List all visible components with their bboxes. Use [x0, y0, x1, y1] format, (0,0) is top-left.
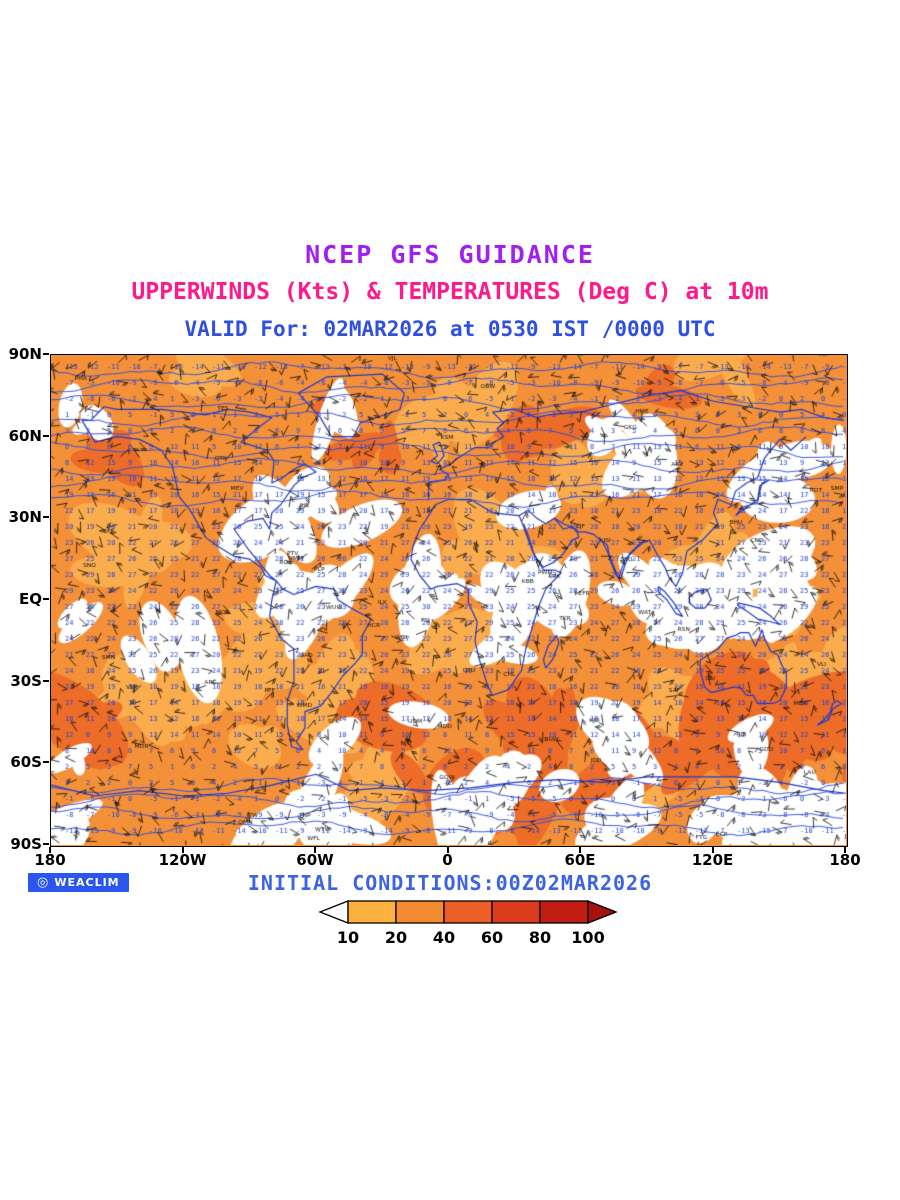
- x-axis-label-120E-5: 120E: [691, 851, 734, 869]
- y-axis-tick: [43, 353, 49, 355]
- colorbar-arrow-left: [318, 900, 349, 924]
- x-axis-label-60W-2: 60W: [296, 851, 334, 869]
- x-axis-label-60E-4: 60E: [564, 851, 596, 869]
- wind-speed-colorbar: 10 20 40 60 80 100: [318, 900, 618, 947]
- initial-conditions-text: INITIAL CONDITIONS:00Z02MAR2026: [247, 871, 653, 895]
- y-axis-tick: [43, 761, 49, 764]
- y-axis-label-60N: 60N: [8, 426, 42, 445]
- colorbar-label: 40: [433, 928, 455, 947]
- world-map-canvas: [51, 355, 846, 845]
- x-axis-tick: [314, 847, 316, 853]
- colorbar-label: 80: [529, 928, 551, 947]
- chart-title: NCEP GFS GUIDANCE: [305, 240, 595, 269]
- colorbar-label: 10: [337, 928, 359, 947]
- x-axis-tick: [579, 847, 581, 853]
- y-axis-tick: [43, 434, 49, 437]
- x-axis-tick: [49, 847, 51, 853]
- colorbar-segment: [347, 900, 397, 924]
- x-axis-label-0-3: 0: [442, 851, 453, 869]
- weaclim-logo-badge: ◎ WEACLIM: [28, 873, 129, 892]
- y-axis-label-60S: 60S: [10, 753, 42, 772]
- chart-subtitle: UPPERWINDS (Kts) & TEMPERATURES (Deg C) …: [131, 279, 769, 305]
- colorbar-segment: [491, 900, 541, 924]
- colorbar-label: 60: [481, 928, 503, 947]
- y-axis-tick: [43, 598, 49, 600]
- x-axis-tick: [844, 847, 846, 853]
- colorbar-segment: [443, 900, 493, 924]
- colorbar-arrow-right: [587, 900, 618, 924]
- y-axis-label-30N: 30N: [8, 508, 42, 527]
- map-frame: [50, 354, 848, 847]
- y-axis-label-EQ: EQ: [19, 590, 42, 608]
- x-axis-label-180-6: 180: [829, 851, 861, 869]
- colorbar-segment: [395, 900, 445, 924]
- y-axis-tick: [43, 843, 49, 845]
- x-axis-tick: [446, 847, 449, 853]
- y-axis-label-30S: 30S: [10, 671, 42, 690]
- weaclim-logo-text: WEACLIM: [54, 876, 120, 889]
- y-axis-tick: [43, 679, 49, 682]
- colorbar-segment: [539, 900, 589, 924]
- colorbar-label: 100: [571, 928, 604, 947]
- colorbar-label: 20: [385, 928, 407, 947]
- x-axis-label-180-0: 180: [34, 851, 66, 869]
- x-axis-tick: [181, 847, 184, 853]
- x-axis-label-120W-1: 120W: [158, 851, 207, 869]
- y-axis-tick: [43, 516, 49, 519]
- weaclim-logo-icon: ◎: [37, 875, 50, 890]
- y-axis-label-90N: 90N: [8, 345, 42, 363]
- x-axis-tick: [711, 847, 714, 853]
- chart-valid-line: VALID For: 02MAR2026 at 0530 IST /0000 U…: [184, 317, 716, 341]
- y-axis-label-90S: 90S: [10, 835, 42, 853]
